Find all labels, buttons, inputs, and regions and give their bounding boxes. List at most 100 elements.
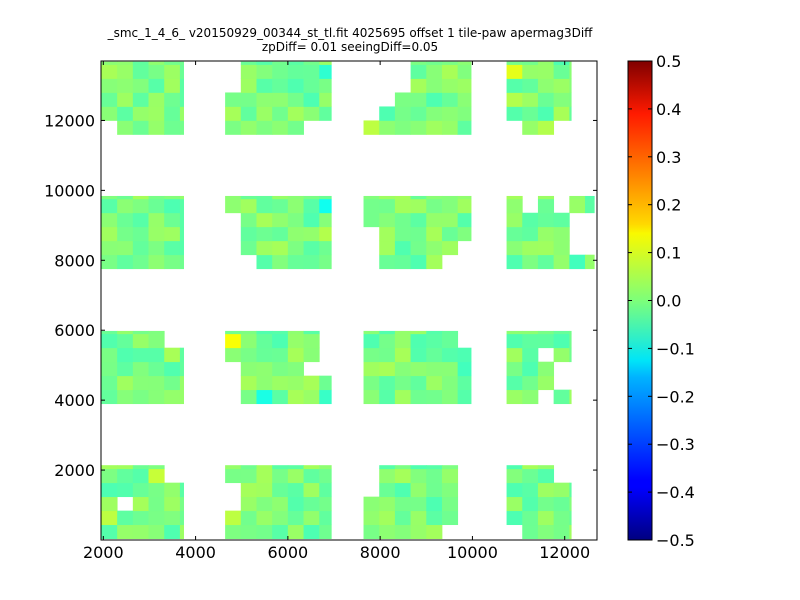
- heatmap-cell: [426, 347, 443, 363]
- heatmap-cell: [117, 347, 134, 363]
- heatmap-cell: [426, 92, 443, 107]
- heatmap-cell: [394, 361, 411, 377]
- heatmap-cell: [132, 78, 149, 93]
- heatmap-cell: [426, 361, 443, 377]
- heatmap-cell: [148, 240, 165, 256]
- heatmap-cell: [457, 106, 472, 121]
- heatmap-cell: [225, 120, 242, 135]
- heatmap-cell: [522, 330, 539, 335]
- heatmap-cell: [148, 212, 165, 228]
- heatmap-cell: [379, 106, 396, 121]
- heatmap-cell: [394, 333, 411, 349]
- heatmap-cell: [441, 92, 459, 107]
- heatmap-cell: [164, 198, 181, 214]
- heatmap-cell: [132, 465, 149, 470]
- heatmap-cell: [272, 496, 289, 512]
- heatmap-cell: [256, 226, 273, 242]
- heatmap-cell: [179, 347, 184, 363]
- heatmap-cell: [132, 212, 149, 228]
- heatmap-cell: [410, 347, 427, 363]
- heatmap-cell: [363, 195, 380, 200]
- heatmap-cell: [132, 226, 149, 242]
- heatmap-cell: [379, 389, 396, 405]
- heatmap-cell: [101, 524, 118, 540]
- heatmap-cell: [410, 92, 427, 107]
- heatmap-cell: [319, 78, 332, 93]
- heatmap-cell: [287, 61, 304, 65]
- heatmap-cell: [164, 226, 181, 242]
- heatmap-cell: [179, 240, 184, 256]
- heatmap-cell: [179, 510, 184, 526]
- heatmap-cell: [553, 64, 570, 79]
- heatmap-cell: [379, 465, 396, 470]
- heatmap-cell: [426, 375, 443, 391]
- heatmap-cell: [303, 389, 320, 405]
- heatmap-cell: [117, 212, 134, 228]
- heatmap-cell: [553, 389, 570, 405]
- heatmap-cell: [394, 92, 411, 107]
- heatmap-cell: [426, 333, 443, 349]
- heatmap-cell: [164, 78, 181, 93]
- heatmap-cell: [240, 212, 257, 228]
- chart-subtitle: zpDiff= 0.01 seeingDiff=0.05: [261, 40, 439, 54]
- heatmap-cell: [117, 226, 134, 242]
- heatmap-cell: [101, 106, 118, 121]
- heatmap-cell: [426, 330, 443, 335]
- heatmap-cell: [303, 106, 320, 121]
- heatmap-cell: [537, 64, 555, 79]
- heatmap-cell: [272, 240, 289, 256]
- heatmap-cell: [506, 510, 523, 526]
- heatmap-cell: [179, 212, 184, 228]
- heatmap-cell: [394, 330, 411, 335]
- heatmap-cell: [303, 468, 320, 484]
- heatmap-cell: [287, 375, 304, 391]
- heatmap-cell: [394, 254, 411, 270]
- heatmap-cell: [287, 347, 304, 363]
- heatmap-cell: [225, 468, 242, 484]
- heatmap-cell: [319, 510, 332, 526]
- heatmap-cell: [426, 198, 443, 214]
- heatmap-cell: [537, 61, 555, 65]
- heatmap-cell: [256, 496, 273, 512]
- heatmap-cell: [522, 333, 539, 349]
- heatmap-cell: [553, 330, 570, 335]
- heatmap-cell: [441, 347, 459, 363]
- heatmap-cell: [553, 254, 570, 270]
- heatmap-cell: [379, 375, 396, 391]
- x-tick-label: 4000: [175, 543, 216, 562]
- heatmap-cell: [164, 389, 181, 405]
- heatmap-cell: [379, 120, 396, 135]
- heatmap-cell: [410, 61, 427, 65]
- heatmap-cell: [164, 510, 181, 526]
- heatmap-cell: [522, 361, 539, 377]
- heatmap-cell: [117, 254, 134, 270]
- heatmap-cell: [319, 240, 332, 256]
- colorbar-tick-label: 0.3: [656, 148, 681, 167]
- y-tick-label: 4000: [54, 391, 95, 410]
- heatmap-cell: [101, 212, 118, 228]
- heatmap-cell: [319, 64, 332, 79]
- heatmap-cell: [303, 330, 320, 335]
- heatmap-cell: [225, 347, 242, 363]
- heatmap-cell: [148, 465, 165, 470]
- x-tick-label: 12000: [539, 543, 590, 562]
- heatmap-cell: [394, 482, 411, 498]
- heatmap-cell: [553, 510, 570, 526]
- heatmap-cell: [379, 330, 396, 335]
- heatmap-cell: [441, 226, 459, 242]
- heatmap-cell: [272, 333, 289, 349]
- heatmap-cell: [179, 64, 184, 79]
- heatmap-cell: [101, 92, 118, 107]
- heatmap-cell: [319, 212, 332, 228]
- heatmap-cell: [240, 496, 257, 512]
- heatmap-cell: [256, 212, 273, 228]
- y-tick-labels: 2000 4000 6000 8000 10000 12000: [44, 111, 95, 480]
- heatmap-cell: [441, 78, 459, 93]
- heatmap-cells: [101, 61, 595, 540]
- heatmap-cell: [553, 61, 570, 65]
- heatmap-cell: [319, 524, 332, 540]
- heatmap-cell: [148, 482, 165, 498]
- heatmap-cell: [117, 468, 134, 484]
- heatmap-cell: [394, 120, 411, 135]
- plot-frame: [100, 60, 598, 541]
